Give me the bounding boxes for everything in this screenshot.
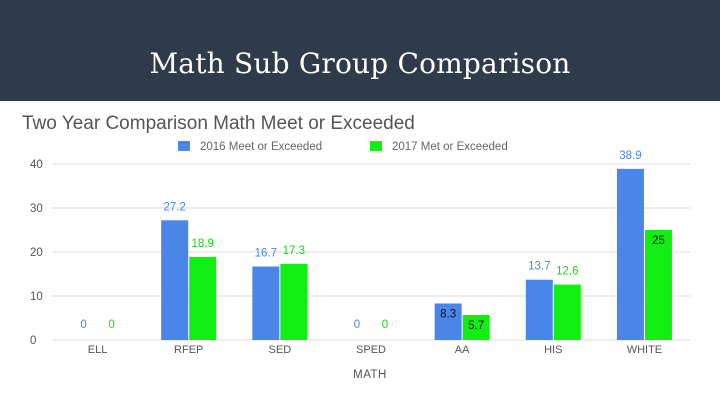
x-category-label: WHITE [627, 344, 662, 356]
y-axis-ticks: 0 10 20 30 40 [30, 159, 43, 347]
data-label: 27.2 [164, 201, 186, 213]
chart-title: Two Year Comparison Math Meet or Exceede… [22, 113, 415, 134]
slide-header: Math Sub Group Comparison [0, 0, 720, 101]
legend-label-2016: 2016 Meet or Exceeded [200, 141, 322, 153]
data-label: 0 [108, 319, 114, 331]
data-label: 13.7 [528, 261, 550, 273]
legend: 2016 Meet or Exceeded 2017 Met or Exceed… [178, 141, 508, 153]
bar-2016-white [616, 168, 644, 340]
data-label: 5.7 [468, 320, 484, 332]
data-label: 17.3 [283, 245, 305, 257]
legend-label-2017: 2017 Met or Exceeded [392, 141, 508, 153]
data-label: 0 [354, 319, 360, 331]
x-category-label: SPED [356, 344, 386, 356]
y-tick-label: 0 [30, 335, 36, 347]
x-category-label: ELL [88, 344, 108, 356]
data-labels: 0 0 27.2 18.9 16.7 17.3 0 0 8.3 5.7 13.7 12.6 38.9 25 [80, 150, 664, 332]
slide-title: Math Sub Group Comparison [149, 47, 571, 80]
data-label: 12.6 [556, 266, 578, 278]
bar-2016-aa [434, 303, 462, 340]
bar-2017-rfep [189, 256, 217, 340]
bar-2017-sed [280, 263, 308, 340]
legend-swatch-2017 [370, 141, 382, 151]
data-label: 0 [382, 319, 388, 331]
x-axis-categories: ELL RFEP SED SPED AA HIS WHITE [88, 344, 662, 356]
data-label: 16.7 [255, 248, 277, 260]
bar-2017-aa [462, 314, 490, 340]
legend-swatch-2016 [178, 141, 190, 151]
data-label: 8.3 [440, 308, 456, 320]
bar-2016-rfep [161, 220, 189, 340]
data-label: 18.9 [192, 238, 214, 250]
data-label: 25 [652, 235, 665, 247]
y-tick-label: 20 [30, 247, 43, 259]
bar-2016-sed [252, 266, 280, 340]
x-category-label: HIS [544, 344, 562, 356]
data-label: 0 [80, 319, 86, 331]
data-label: 38.9 [619, 150, 641, 162]
bar-2017-white [644, 230, 672, 340]
y-tick-label: 30 [30, 203, 43, 215]
bars [161, 168, 672, 340]
bar-2017-his [553, 284, 581, 340]
gridlines [52, 163, 690, 341]
x-axis-label: MATH [353, 369, 387, 381]
y-tick-label: 10 [30, 291, 43, 303]
bar-2016-his [525, 279, 553, 340]
bar-chart: Two Year Comparison Math Meet or Exceede… [22, 113, 690, 381]
y-tick-label: 40 [30, 159, 43, 171]
x-category-label: AA [455, 344, 470, 356]
x-category-label: SED [269, 344, 292, 356]
x-category-label: RFEP [174, 344, 203, 356]
